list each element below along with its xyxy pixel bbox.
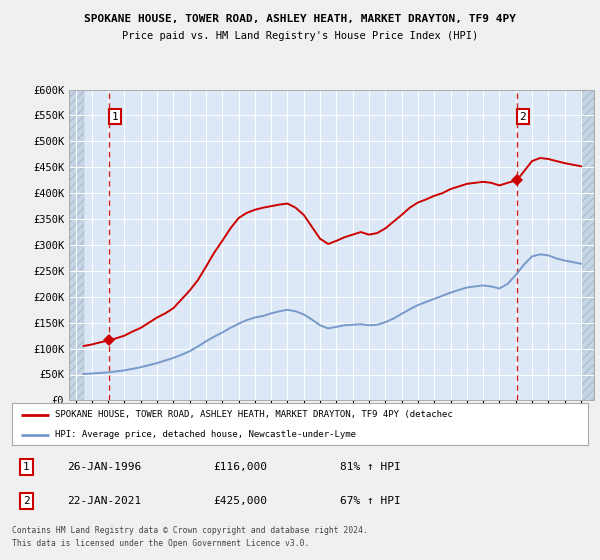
Text: 2: 2 (520, 111, 526, 122)
Text: £425,000: £425,000 (214, 496, 268, 506)
Bar (69, 90, 83, 400)
Text: Contains HM Land Registry data © Crown copyright and database right 2024.
This d: Contains HM Land Registry data © Crown c… (12, 526, 368, 548)
Text: HPI: Average price, detached house, Newcastle-under-Lyme: HPI: Average price, detached house, Newc… (55, 430, 356, 439)
Text: 2: 2 (23, 496, 30, 506)
Text: £116,000: £116,000 (214, 462, 268, 472)
Text: Price paid vs. HM Land Registry's House Price Index (HPI): Price paid vs. HM Land Registry's House … (122, 31, 478, 41)
Text: 22-JAN-2021: 22-JAN-2021 (67, 496, 141, 506)
Text: SPOKANE HOUSE, TOWER ROAD, ASHLEY HEATH, MARKET DRAYTON, TF9 4PY: SPOKANE HOUSE, TOWER ROAD, ASHLEY HEATH,… (84, 14, 516, 24)
Text: 81% ↑ HPI: 81% ↑ HPI (340, 462, 401, 472)
Text: 1: 1 (112, 111, 118, 122)
Text: 1: 1 (23, 462, 30, 472)
Text: SPOKANE HOUSE, TOWER ROAD, ASHLEY HEATH, MARKET DRAYTON, TF9 4PY (detachec: SPOKANE HOUSE, TOWER ROAD, ASHLEY HEATH,… (55, 410, 453, 419)
Text: 67% ↑ HPI: 67% ↑ HPI (340, 496, 401, 506)
Text: 26-JAN-1996: 26-JAN-1996 (67, 462, 141, 472)
Bar (581, 90, 594, 400)
